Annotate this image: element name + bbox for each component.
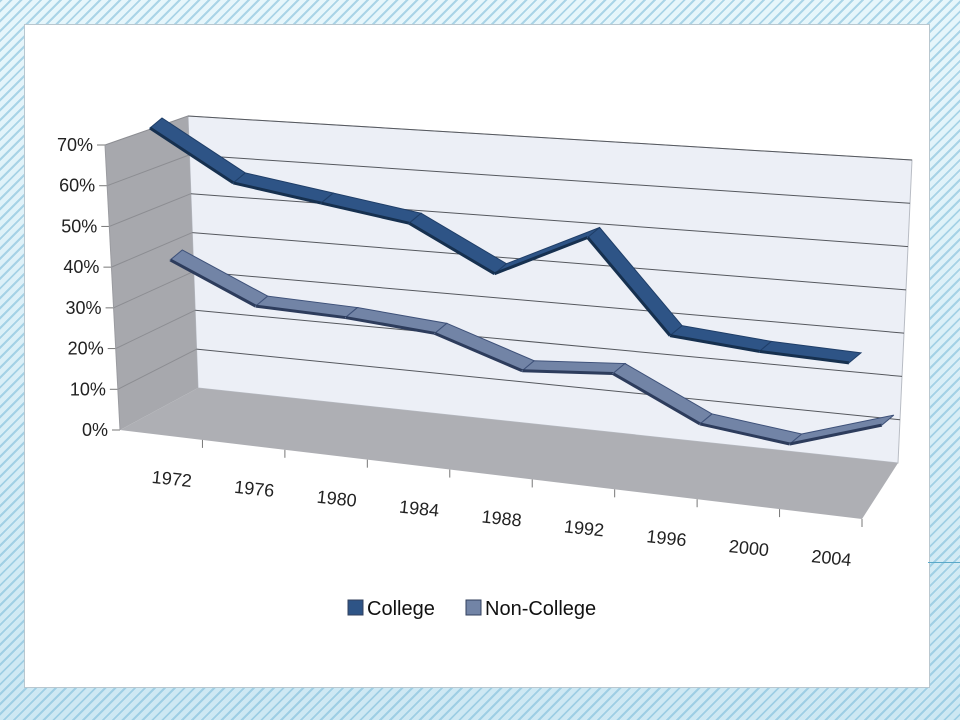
ribbon-edge — [408, 221, 496, 276]
data-point — [408, 222, 410, 224]
ribbon-edge — [789, 423, 883, 446]
ribbon-edge — [759, 349, 850, 365]
x-tick-label: 1976 — [233, 477, 275, 501]
ribbon-edge — [434, 331, 523, 373]
side-gridline — [115, 309, 196, 350]
legend: College Non-College — [347, 598, 596, 620]
y-tick-label: 50% — [61, 216, 97, 236]
ribbon-edge — [320, 201, 410, 225]
series-non-college-ribbon — [169, 249, 895, 446]
side-gridline — [106, 154, 190, 187]
gridline — [192, 232, 907, 291]
y-axis-line — [104, 144, 121, 431]
legend-label: College — [367, 598, 435, 620]
gridline — [189, 154, 911, 204]
data-point — [881, 424, 883, 426]
data-point — [255, 305, 257, 307]
gridline — [187, 115, 913, 161]
legend-swatch — [347, 599, 364, 616]
data-point — [587, 237, 589, 239]
x-tick-label: 1992 — [563, 516, 605, 540]
ribbon-edge — [255, 304, 346, 320]
data-point — [612, 373, 614, 375]
data-point — [669, 335, 671, 337]
y-tick-label: 60% — [59, 176, 95, 196]
x-tick-label: 1980 — [316, 487, 358, 511]
data-point — [758, 350, 760, 352]
data-point — [320, 202, 322, 204]
gridline — [195, 309, 903, 377]
gridline — [190, 193, 909, 248]
data-point — [169, 259, 171, 261]
side-gridline — [117, 348, 197, 390]
ribbon-edge — [493, 236, 589, 276]
data-point — [493, 273, 495, 275]
ribbon-edge — [586, 236, 672, 337]
data-point — [149, 127, 151, 129]
y-tick-label: 30% — [66, 298, 102, 318]
x-tick-label: 1972 — [151, 467, 193, 491]
side-gridline — [111, 232, 193, 268]
data-point — [434, 332, 436, 334]
x-tick-label: 1984 — [398, 497, 440, 521]
floor — [120, 388, 898, 519]
x-axis: 1972 1976 1980 1984 1988 1992 1996 2000 2004 — [151, 439, 863, 570]
ribbon-edge — [522, 369, 613, 376]
data-point — [521, 370, 523, 372]
ribbon-edge — [232, 181, 322, 205]
data-point — [344, 317, 346, 319]
ribbon-edge — [345, 316, 436, 335]
ribbon-edge — [699, 422, 791, 446]
y-axis: 0% 10% 20% 30% 40% 50% 60% 70% — [57, 135, 121, 440]
side-wall — [105, 116, 198, 430]
series-college-ribbon — [149, 117, 863, 365]
data-point — [789, 443, 791, 445]
ribbon-edge — [669, 334, 760, 353]
y-tick-label: 20% — [68, 339, 104, 359]
data-point — [848, 362, 850, 364]
data-point — [232, 182, 234, 184]
ribbon-edge — [612, 372, 701, 426]
series-layer — [149, 117, 895, 446]
side-gridline — [104, 115, 189, 146]
x-tick-label: 1996 — [646, 526, 688, 550]
data-point — [699, 423, 701, 425]
gridline — [193, 270, 905, 334]
legend-swatch — [465, 599, 482, 616]
y-tick-label: 0% — [82, 420, 108, 440]
x-tick-label: 2000 — [728, 536, 770, 560]
slide-accent-line — [928, 562, 960, 563]
side-gridline — [113, 270, 194, 309]
gridline — [196, 348, 901, 421]
x-tick-label: 1988 — [481, 506, 523, 530]
y-tick-label: 40% — [63, 257, 99, 277]
y-tick-label: 10% — [70, 379, 106, 399]
ribbon-edge — [149, 126, 235, 185]
gridlines — [104, 115, 913, 421]
ribbon-edge — [169, 258, 257, 308]
side-gridline — [109, 193, 192, 227]
legend-label: Non-College — [485, 598, 596, 620]
y-tick-label: 70% — [57, 135, 93, 155]
x-tick-label: 2004 — [810, 546, 852, 570]
